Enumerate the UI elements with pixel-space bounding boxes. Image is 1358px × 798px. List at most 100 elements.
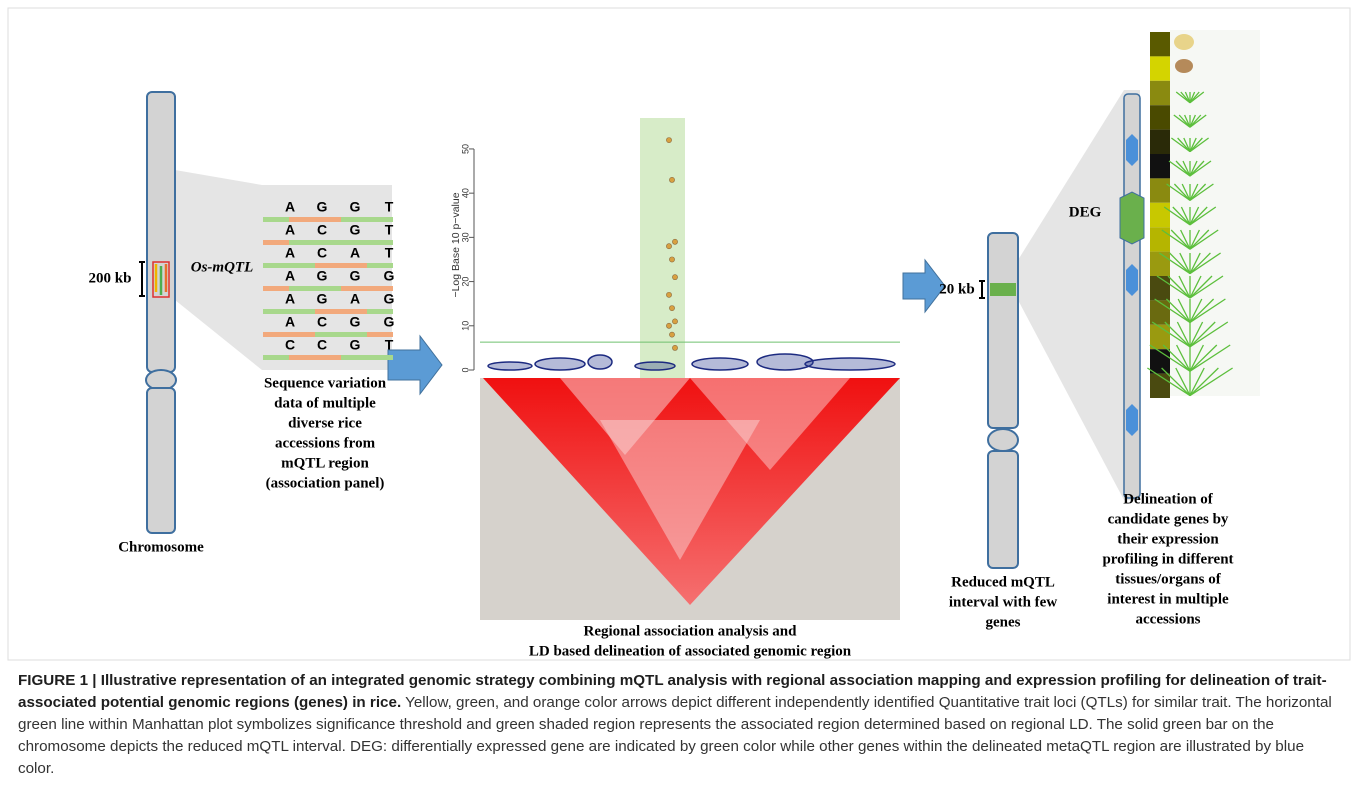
base-letter: G [350,268,361,284]
base-letter: C [317,337,327,353]
significant-snp [666,138,671,143]
expression-strip [1150,32,1170,398]
snp-cluster [692,358,748,370]
base-letter: G [384,291,395,307]
deg-label: DEG [1069,204,1102,220]
seed [1174,34,1194,50]
base-letter: C [317,314,327,330]
panel-caption: interval with few [949,594,1057,610]
base-letter: A [285,199,295,215]
base-letter: T [385,199,394,215]
snp-cluster [635,362,675,370]
expression-cell [1150,178,1170,202]
chromosome-arm [147,388,175,533]
base-letter: A [350,245,360,261]
expression-cell [1150,227,1170,251]
zoom-wedge [1018,90,1140,500]
base-letter: G [350,199,361,215]
panel-caption: accessions [1136,611,1201,627]
base-letter: T [385,245,394,261]
base-letter: T [385,222,394,238]
significant-snp [669,257,674,262]
significant-snp [669,306,674,311]
panel-caption: genes [986,614,1021,630]
scale-bracket [979,281,985,298]
expression-cell [1150,276,1170,300]
base-letter: A [285,291,295,307]
base-letter: A [285,245,295,261]
snp-cluster [757,354,813,370]
base-letter: G [317,268,328,284]
significant-snp [669,177,674,182]
seed [1175,59,1193,73]
y-tick-label: 0 [460,367,470,372]
base-letter: C [285,337,295,353]
variation-bar [289,355,315,360]
panel-caption: Reduced mQTL [951,574,1055,590]
base-letter: G [350,222,361,238]
expression-cell [1150,154,1170,178]
expression-cell [1150,300,1170,324]
snp-cluster [805,358,895,370]
significant-snp [666,323,671,328]
panel-caption: candidate genes by [1108,511,1229,527]
base-letter: G [384,314,395,330]
chromosome-arm [147,92,175,372]
base-letter: G [350,314,361,330]
variation-bar [341,355,367,360]
panel-caption: profiling in different [1102,551,1233,567]
figure-caption: FIGURE 1 | Illustrative representation o… [18,670,1340,780]
panel-caption: tissues/organs of [1115,571,1221,587]
y-tick-label: 10 [460,321,470,331]
gene [1126,404,1138,436]
figure: 200 kb Os-mQTL Chromosome 20 kb DEG AGGT… [0,0,1358,665]
gene [1126,134,1138,166]
expression-cell [1150,56,1170,80]
y-tick-label: 20 [460,277,470,287]
significant-snp [672,239,677,244]
expression-cell [1150,203,1170,227]
panel-caption: interest in multiple [1107,591,1229,607]
scale-label: 200 kb [89,270,132,286]
y-tick-label: 40 [460,188,470,198]
variation-bar [315,355,341,360]
significant-snp [666,292,671,297]
snp-cluster [488,362,532,370]
y-tick-label: 30 [460,232,470,242]
panel-caption: Sequence variation [264,375,387,391]
page: 200 kb Os-mQTL Chromosome 20 kb DEG AGGT… [0,0,1358,798]
centromere [988,429,1018,451]
expression-cell [1150,105,1170,129]
expression-cell [1150,32,1170,56]
expression-cell [1150,252,1170,276]
panel-caption: Regional association analysis and [584,623,798,639]
panel-caption: accessions from [275,435,376,451]
significant-snp [672,275,677,280]
base-letter: G [350,337,361,353]
significant-snp [666,244,671,249]
significant-snp [672,319,677,324]
base-letter: G [384,268,395,284]
base-letter: A [285,268,295,284]
base-letter: T [385,337,394,353]
deg-gene [1120,192,1144,244]
base-letter: A [350,291,360,307]
expression-cell [1150,81,1170,105]
variation-bar [263,355,289,360]
base-letter: A [285,314,295,330]
y-axis-label: −Log Base 10 p−value [450,192,462,297]
panel-caption: data of multiple [274,395,376,411]
panel-caption: LD based delineation of associated genom… [529,643,852,659]
panel-caption: (association panel) [266,475,385,491]
reduced-interval [990,283,1016,296]
expression-cell [1150,374,1170,398]
panel-caption: their expression [1117,531,1219,547]
associated-region [640,118,685,378]
snp-cluster [535,358,585,370]
scale-label: 20 kb [939,281,974,297]
base-letter: A [285,222,295,238]
base-letter: C [317,222,327,238]
chromosome-arm [988,451,1018,568]
significant-snp [669,332,674,337]
expression-cell [1150,349,1170,373]
